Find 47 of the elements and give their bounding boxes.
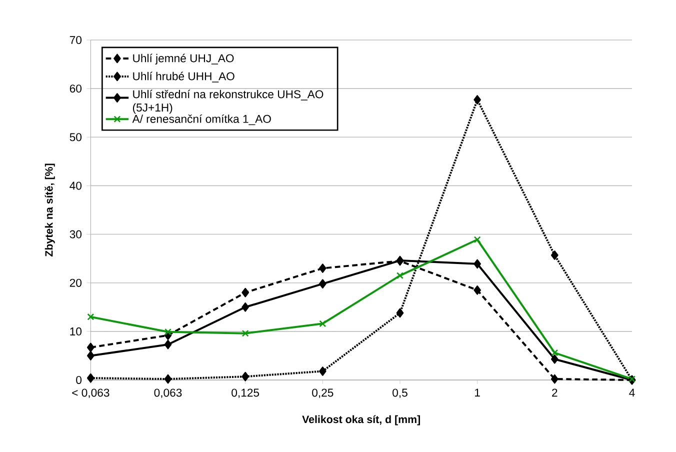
- y-tick-label: 40: [70, 182, 82, 190]
- y-axis-title: Zbytek na sítě, [%]: [44, 164, 55, 257]
- point: [474, 95, 481, 104]
- x-tick-label: 0,125: [232, 388, 260, 398]
- y-tick-label: 20: [70, 278, 82, 287]
- point: [164, 340, 172, 350]
- y-tick-label: 30: [70, 230, 82, 238]
- y-tick-label: 60: [70, 84, 82, 93]
- y-tick-label: 70: [70, 36, 82, 44]
- y-tick-label: 0: [76, 376, 82, 384]
- point: [318, 264, 326, 273]
- point: [164, 328, 172, 336]
- point: [242, 330, 249, 337]
- point: [242, 302, 250, 312]
- y-tick-label: 50: [70, 133, 82, 142]
- legend-label: Uhlí hrubé UHH_AO: [133, 72, 234, 82]
- point: [87, 313, 94, 320]
- point: [474, 259, 481, 269]
- point: [87, 351, 94, 360]
- legend-label: A/ renesanční omítka 1_AO: [132, 114, 271, 126]
- point: [164, 374, 172, 384]
- point: [396, 272, 404, 280]
- point: [87, 342, 94, 352]
- legend-label: Uhlí střední na rekonstrukce UHS_AO (5J+1H): [132, 90, 324, 114]
- x-tick-label: 4: [629, 388, 635, 396]
- point: [550, 250, 558, 260]
- point: [474, 236, 481, 244]
- x-tick-label: < 0,063: [72, 388, 110, 398]
- point: [550, 374, 558, 384]
- point: [318, 366, 326, 376]
- x-tick-label: 2: [552, 388, 558, 397]
- point: [242, 372, 250, 382]
- point: [318, 279, 326, 288]
- point: [396, 308, 404, 318]
- point: [551, 349, 558, 356]
- legend-label: Uhlí jemné UHJ_AO: [133, 54, 234, 64]
- point: [319, 320, 326, 328]
- point: [87, 373, 94, 383]
- x-tick-label: 0,063: [154, 388, 182, 398]
- y-tick-label: 10: [70, 327, 82, 336]
- point: [474, 285, 481, 295]
- x-tick-label: 0,25: [312, 388, 334, 398]
- x-axis-title: Velikost oka sít, d [mm]: [302, 415, 420, 426]
- point: [550, 354, 558, 364]
- point: [242, 288, 250, 298]
- x-tick-label: 0,5: [392, 388, 408, 398]
- x-tick-label: 1: [475, 388, 480, 396]
